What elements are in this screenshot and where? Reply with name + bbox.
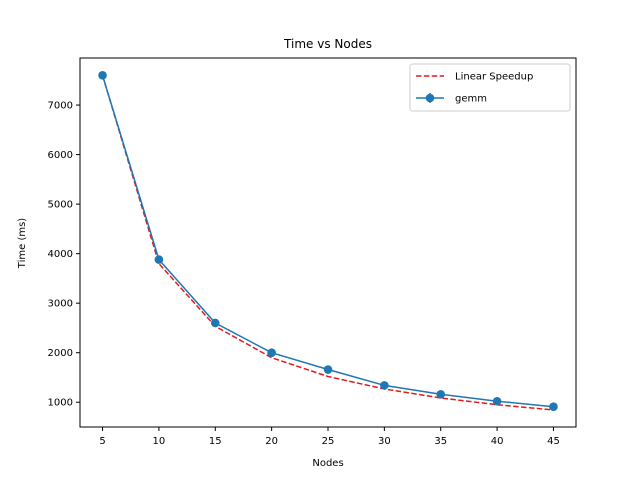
x-axis-label: Nodes: [312, 458, 343, 469]
x-tick-label: 5: [99, 436, 105, 447]
x-tick-label: 30: [378, 436, 391, 447]
x-tick-label: 25: [322, 436, 335, 447]
legend: Linear Speedup gemm: [409, 63, 571, 112]
gemm-point: [549, 402, 558, 411]
y-tick-label: 4000: [48, 249, 73, 260]
y-tick-label: 6000: [48, 150, 73, 161]
x-tick-label: 45: [547, 436, 560, 447]
y-axis-label: Time (ms): [17, 218, 28, 270]
y-tick-label: 7000: [48, 101, 73, 112]
gemm-point: [380, 381, 389, 390]
gemm-point: [323, 365, 333, 374]
gemm-point: [210, 318, 220, 328]
gemm-point: [492, 396, 502, 406]
y-tick-label: 3000: [48, 299, 73, 310]
x-tick-label: 20: [265, 436, 278, 447]
legend-label: Linear Speedup: [455, 72, 533, 83]
y-tick-label: 1000: [48, 398, 73, 409]
y-tick-label: 5000: [48, 200, 73, 211]
gemm-point: [436, 390, 446, 399]
x-tick-label: 35: [434, 436, 447, 447]
x-tick-label: 10: [153, 436, 166, 447]
y-tick-label: 2000: [48, 348, 73, 359]
x-tick-label: 15: [209, 436, 222, 447]
legend-label: gemm: [455, 94, 487, 105]
x-tick-label: 40: [491, 436, 504, 447]
legend-frame: [409, 63, 571, 112]
gemm-point: [98, 71, 107, 80]
legend-marker-icon: [425, 93, 435, 103]
gemm-point: [154, 255, 164, 264]
chart-title: Time vs Nodes: [283, 37, 372, 51]
linear-speedup-line: [101, 75, 554, 411]
plot-area: 5 10 15 20 25 30 35 40 45 1000 2000 3000 4000 5000 600…: [48, 57, 577, 447]
gemm-point: [267, 348, 276, 358]
